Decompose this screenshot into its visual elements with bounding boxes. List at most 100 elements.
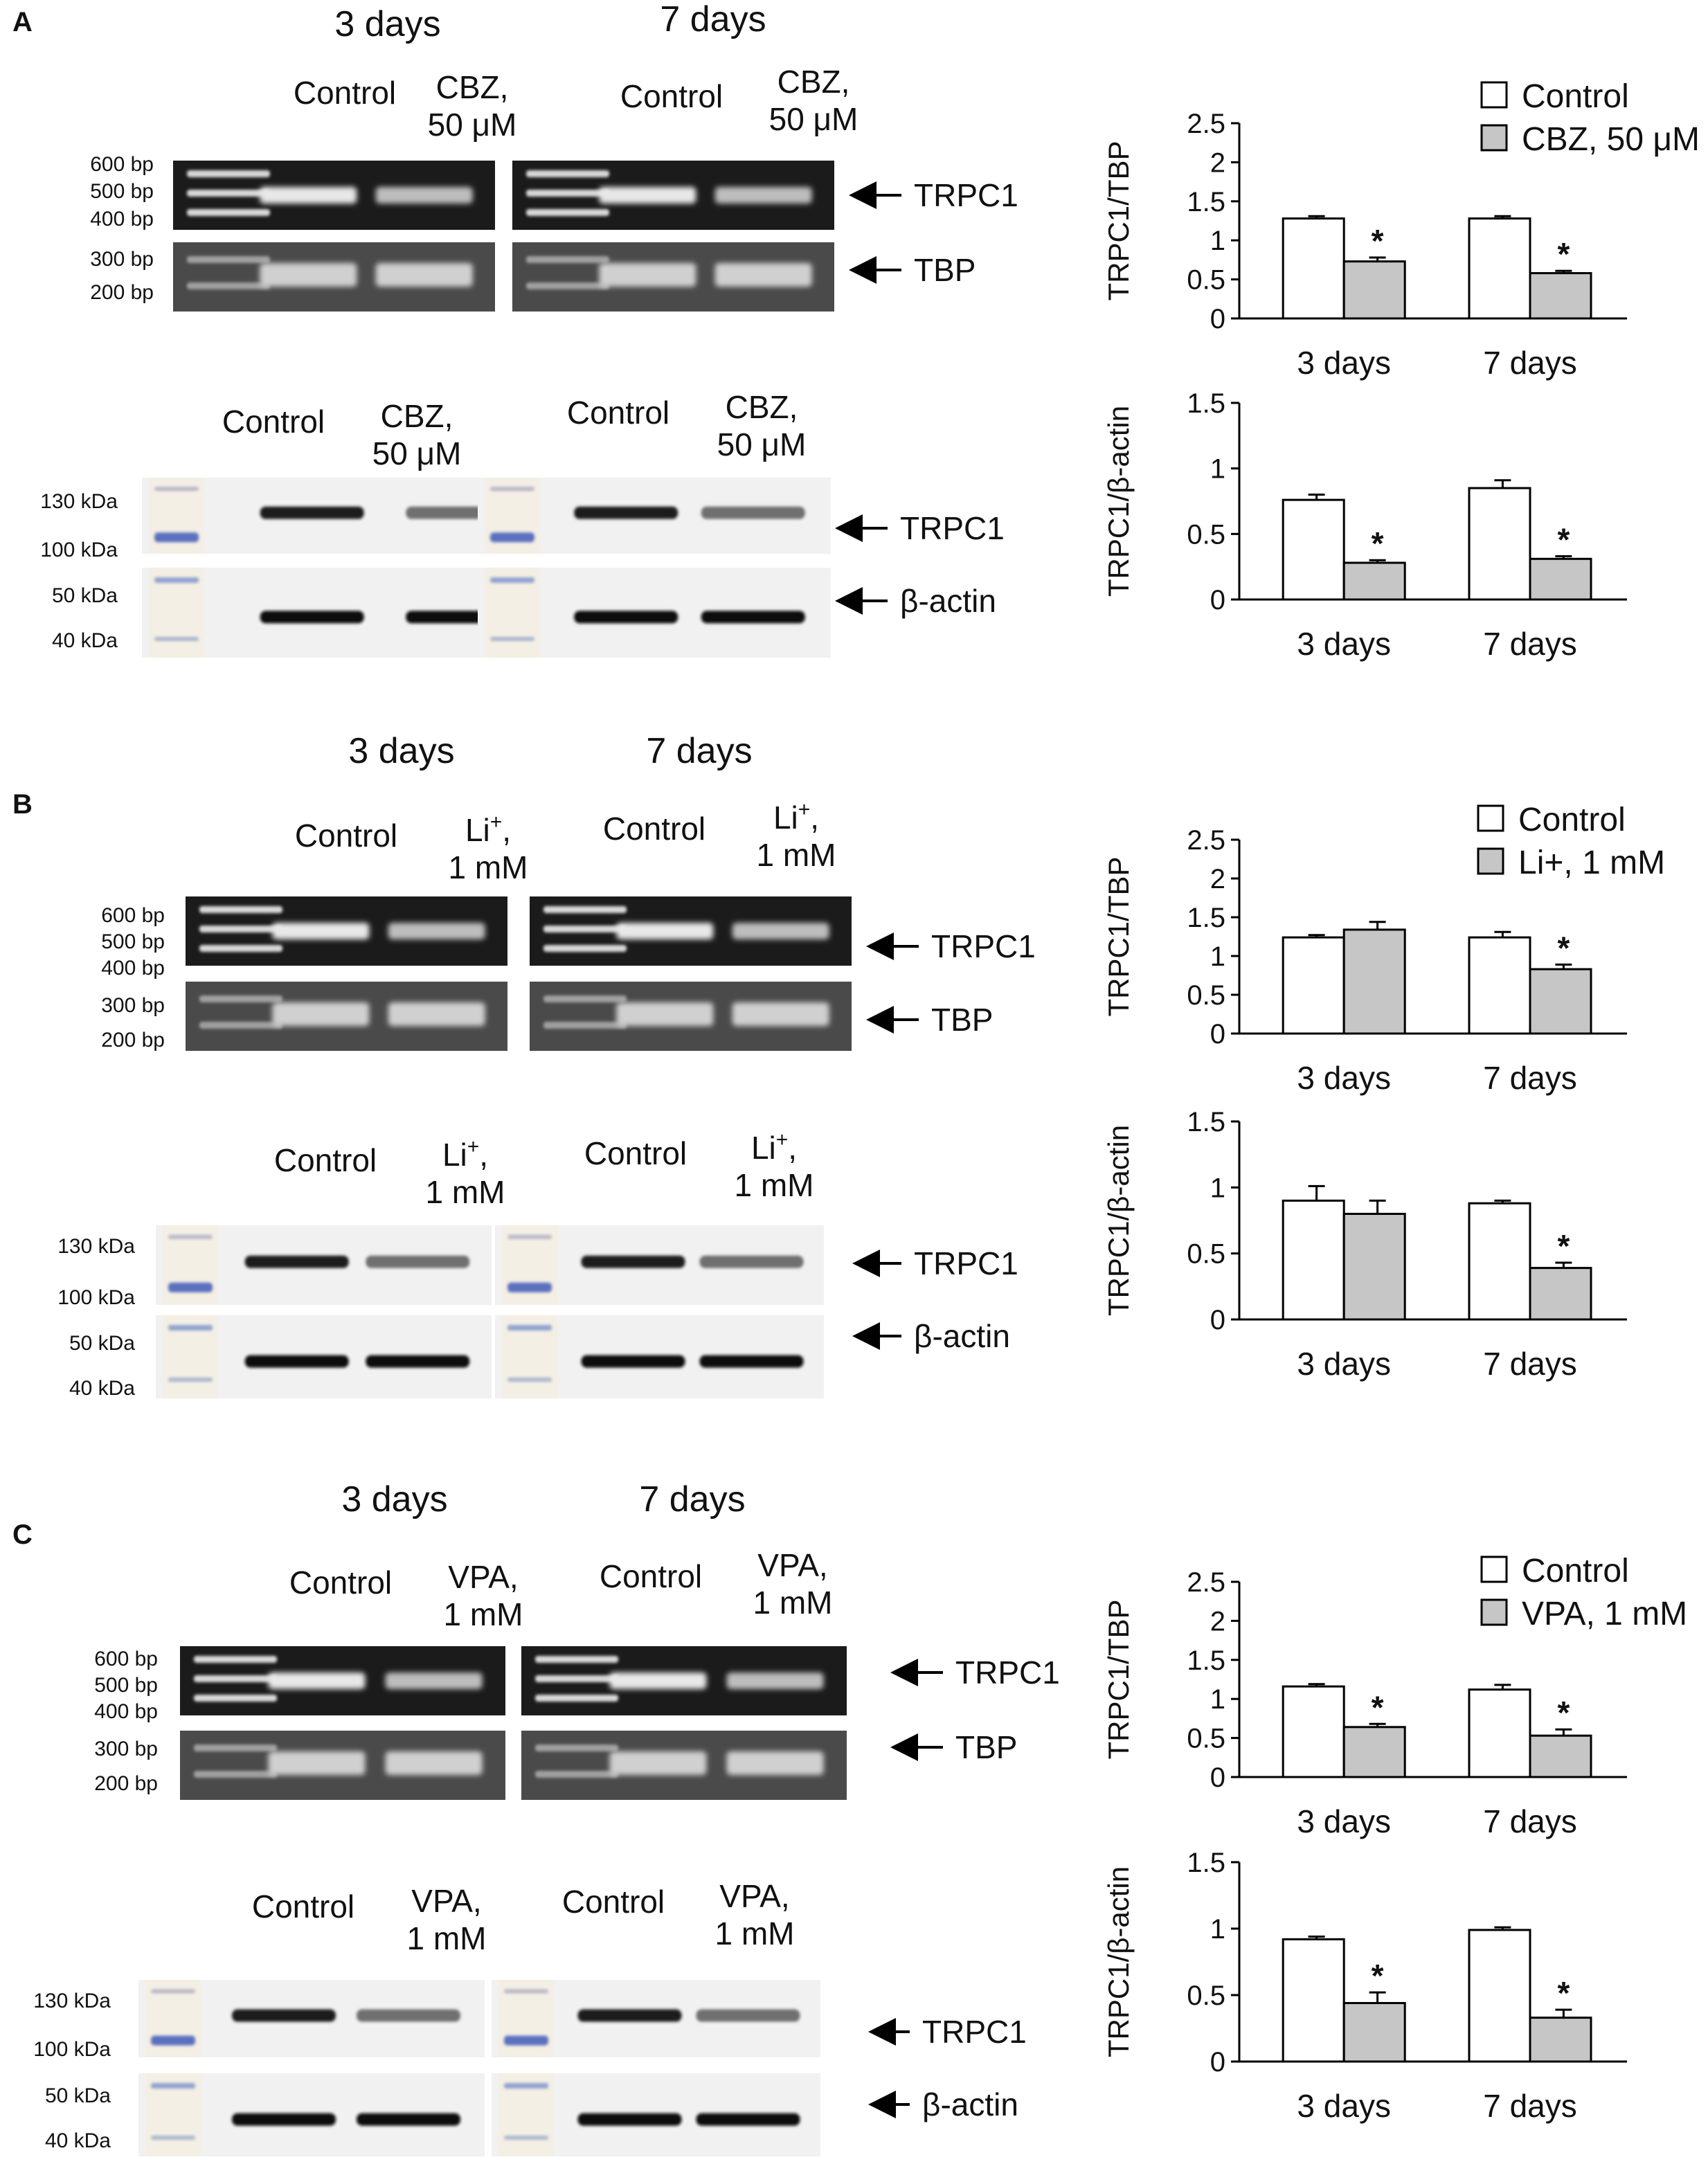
blot-image-2 bbox=[156, 1315, 492, 1398]
protein-band bbox=[581, 1255, 685, 1268]
size-marker-label: 200 bp bbox=[94, 1772, 158, 1795]
significance-star: * bbox=[1557, 1975, 1570, 2011]
x-tick-label: 7 days bbox=[1483, 1346, 1577, 1382]
bar-control bbox=[1468, 1929, 1531, 2063]
bar-cbz-50-m bbox=[1529, 272, 1592, 320]
target-label: TRPC1 bbox=[931, 928, 1036, 964]
bar-control bbox=[1468, 936, 1531, 1035]
y-tick-label: 0.5 bbox=[1187, 1239, 1225, 1270]
y-tick-label: 1 bbox=[1210, 1173, 1225, 1203]
lane-label-control: Control bbox=[294, 75, 396, 111]
treatment-name: Li bbox=[465, 812, 490, 848]
ladder-band bbox=[504, 2035, 548, 2046]
size-marker-label: 130 kDa bbox=[33, 1990, 111, 2012]
ladder-band bbox=[187, 190, 270, 197]
target-label: TRPC1 bbox=[914, 1245, 1018, 1281]
protein-band bbox=[574, 506, 678, 519]
sample-band bbox=[388, 1002, 485, 1026]
legend-label: Control bbox=[1522, 1553, 1629, 1589]
ladder-band bbox=[543, 995, 627, 1002]
ladder-band bbox=[543, 945, 627, 952]
ladder-band bbox=[151, 2136, 195, 2140]
treatment-superscript: + bbox=[490, 811, 503, 833]
x-tick-label: 7 days bbox=[1483, 1060, 1577, 1096]
treatment-label-line2: 1 mM bbox=[444, 1596, 523, 1632]
ladder-band bbox=[187, 209, 270, 216]
day-header: 3 days bbox=[334, 4, 440, 44]
y-tick-label: 0.5 bbox=[1187, 980, 1225, 1011]
ladder-band bbox=[507, 1282, 552, 1292]
legend-label: Control bbox=[1518, 802, 1626, 838]
ladder-band bbox=[535, 1744, 618, 1751]
treatment-label-line1: CBZ, bbox=[726, 389, 798, 425]
bar-li-1-mm bbox=[1529, 968, 1592, 1035]
protein-band bbox=[701, 506, 805, 519]
blot-image-1 bbox=[478, 478, 831, 554]
size-marker-label: 600 bp bbox=[101, 904, 165, 927]
size-marker-label: 400 bp bbox=[90, 208, 154, 231]
ladder-band bbox=[490, 532, 534, 543]
y-tick-label: 1.5 bbox=[1187, 1107, 1225, 1137]
treatment-label-line2: 50 μM bbox=[769, 101, 859, 137]
gel-image-1 bbox=[530, 896, 852, 966]
ladder-band bbox=[507, 1378, 552, 1382]
sample-band bbox=[260, 187, 357, 204]
size-marker-label: 300 bp bbox=[94, 1738, 158, 1760]
size-marker-label: 400 bp bbox=[101, 957, 165, 980]
sample-band bbox=[732, 1002, 829, 1026]
protein-band bbox=[244, 1355, 349, 1368]
treatment-label-line1: VPA, bbox=[411, 1883, 481, 1919]
ladder-band bbox=[168, 1282, 213, 1292]
ladder-band bbox=[199, 995, 282, 1002]
ladder-band bbox=[151, 2083, 195, 2089]
y-tick-label: 1.5 bbox=[1187, 1645, 1225, 1676]
legend-label: CBZ, 50 μM bbox=[1522, 121, 1700, 158]
ladder-band bbox=[543, 1022, 627, 1029]
significance-star: * bbox=[1372, 1958, 1384, 1994]
lane-label-control: Control bbox=[584, 1135, 687, 1171]
protein-band bbox=[357, 2113, 460, 2126]
ladder-band bbox=[504, 2083, 548, 2089]
sample-band bbox=[714, 187, 812, 204]
protein-band bbox=[366, 1255, 470, 1268]
y-axis-label: TRPC1/TBP bbox=[1102, 1599, 1135, 1759]
protein-band bbox=[581, 1355, 685, 1368]
lane-label-control: Control bbox=[620, 78, 723, 114]
day-header: 7 days bbox=[639, 1479, 745, 1520]
protein-band bbox=[357, 2009, 460, 2022]
treatment-label-line1: Li+, bbox=[773, 798, 819, 836]
treatment-superscript: + bbox=[798, 798, 811, 821]
significance-star: * bbox=[1557, 522, 1570, 558]
treatment-label-line2: 1 mM bbox=[753, 1585, 833, 1621]
target-label: β-actin bbox=[922, 2086, 1018, 2122]
significance-star: * bbox=[1557, 930, 1570, 966]
treatment-label-line1: VPA, bbox=[719, 1878, 789, 1914]
day-header: 7 days bbox=[660, 0, 766, 39]
bar-control bbox=[1468, 217, 1531, 320]
gel-image-2 bbox=[173, 242, 495, 312]
protein-band bbox=[699, 1355, 804, 1368]
sample-band bbox=[388, 923, 485, 939]
sample-band bbox=[385, 1751, 483, 1775]
ladder-band bbox=[199, 945, 282, 952]
target-label: TBP bbox=[955, 1729, 1017, 1765]
y-tick-label: 0.5 bbox=[1187, 265, 1225, 296]
bar-control bbox=[1282, 936, 1345, 1035]
legend-swatch bbox=[1477, 847, 1504, 875]
protein-band bbox=[366, 1355, 470, 1368]
treatment-label-line1: Li+, bbox=[442, 1135, 488, 1173]
lane-label-control: Control bbox=[252, 1888, 354, 1924]
y-tick-label: 1.5 bbox=[1187, 903, 1225, 933]
x-tick-label: 7 days bbox=[1483, 2088, 1577, 2124]
sample-band bbox=[732, 923, 829, 939]
lane-label-control: Control bbox=[295, 818, 397, 854]
sample-band bbox=[385, 1672, 483, 1689]
lane-label-control: Control bbox=[600, 1558, 702, 1594]
panel-letter: A bbox=[12, 7, 33, 37]
size-marker-label: 50 kDa bbox=[52, 584, 118, 607]
y-tick-label: 1.5 bbox=[1187, 388, 1225, 419]
ladder-band bbox=[535, 1675, 618, 1682]
ladder-band bbox=[199, 1022, 282, 1029]
ladder-band bbox=[154, 532, 199, 543]
